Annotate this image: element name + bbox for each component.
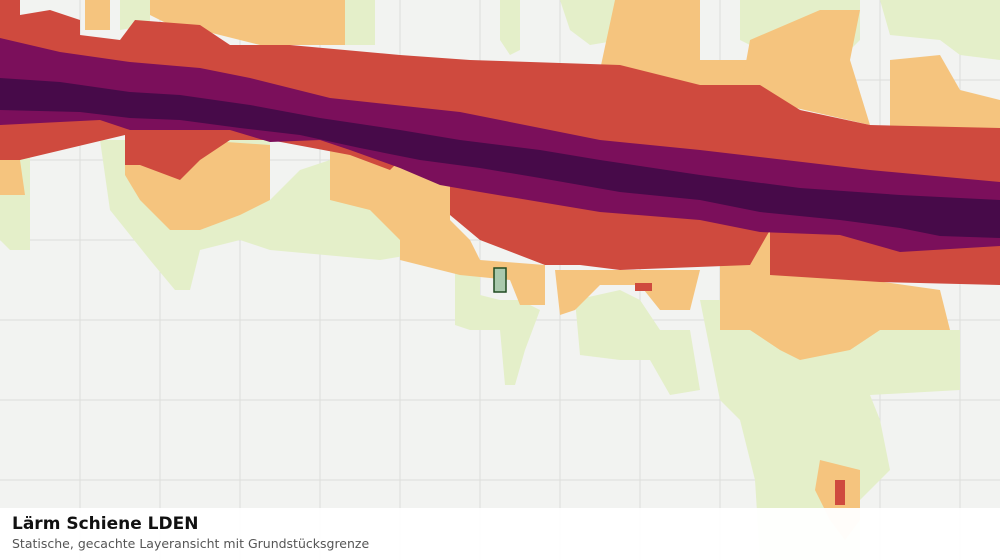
noise-zone-medium	[0, 0, 1000, 540]
caption-panel	[0, 508, 1000, 560]
parcel-boundary	[493, 267, 507, 293]
noise-zone-extreme	[0, 78, 1000, 238]
caption-title: Lärm Schiene LDEN	[12, 514, 198, 534]
caption-subtitle: Statische, gecachte Layeransicht mit Gru…	[12, 536, 369, 551]
